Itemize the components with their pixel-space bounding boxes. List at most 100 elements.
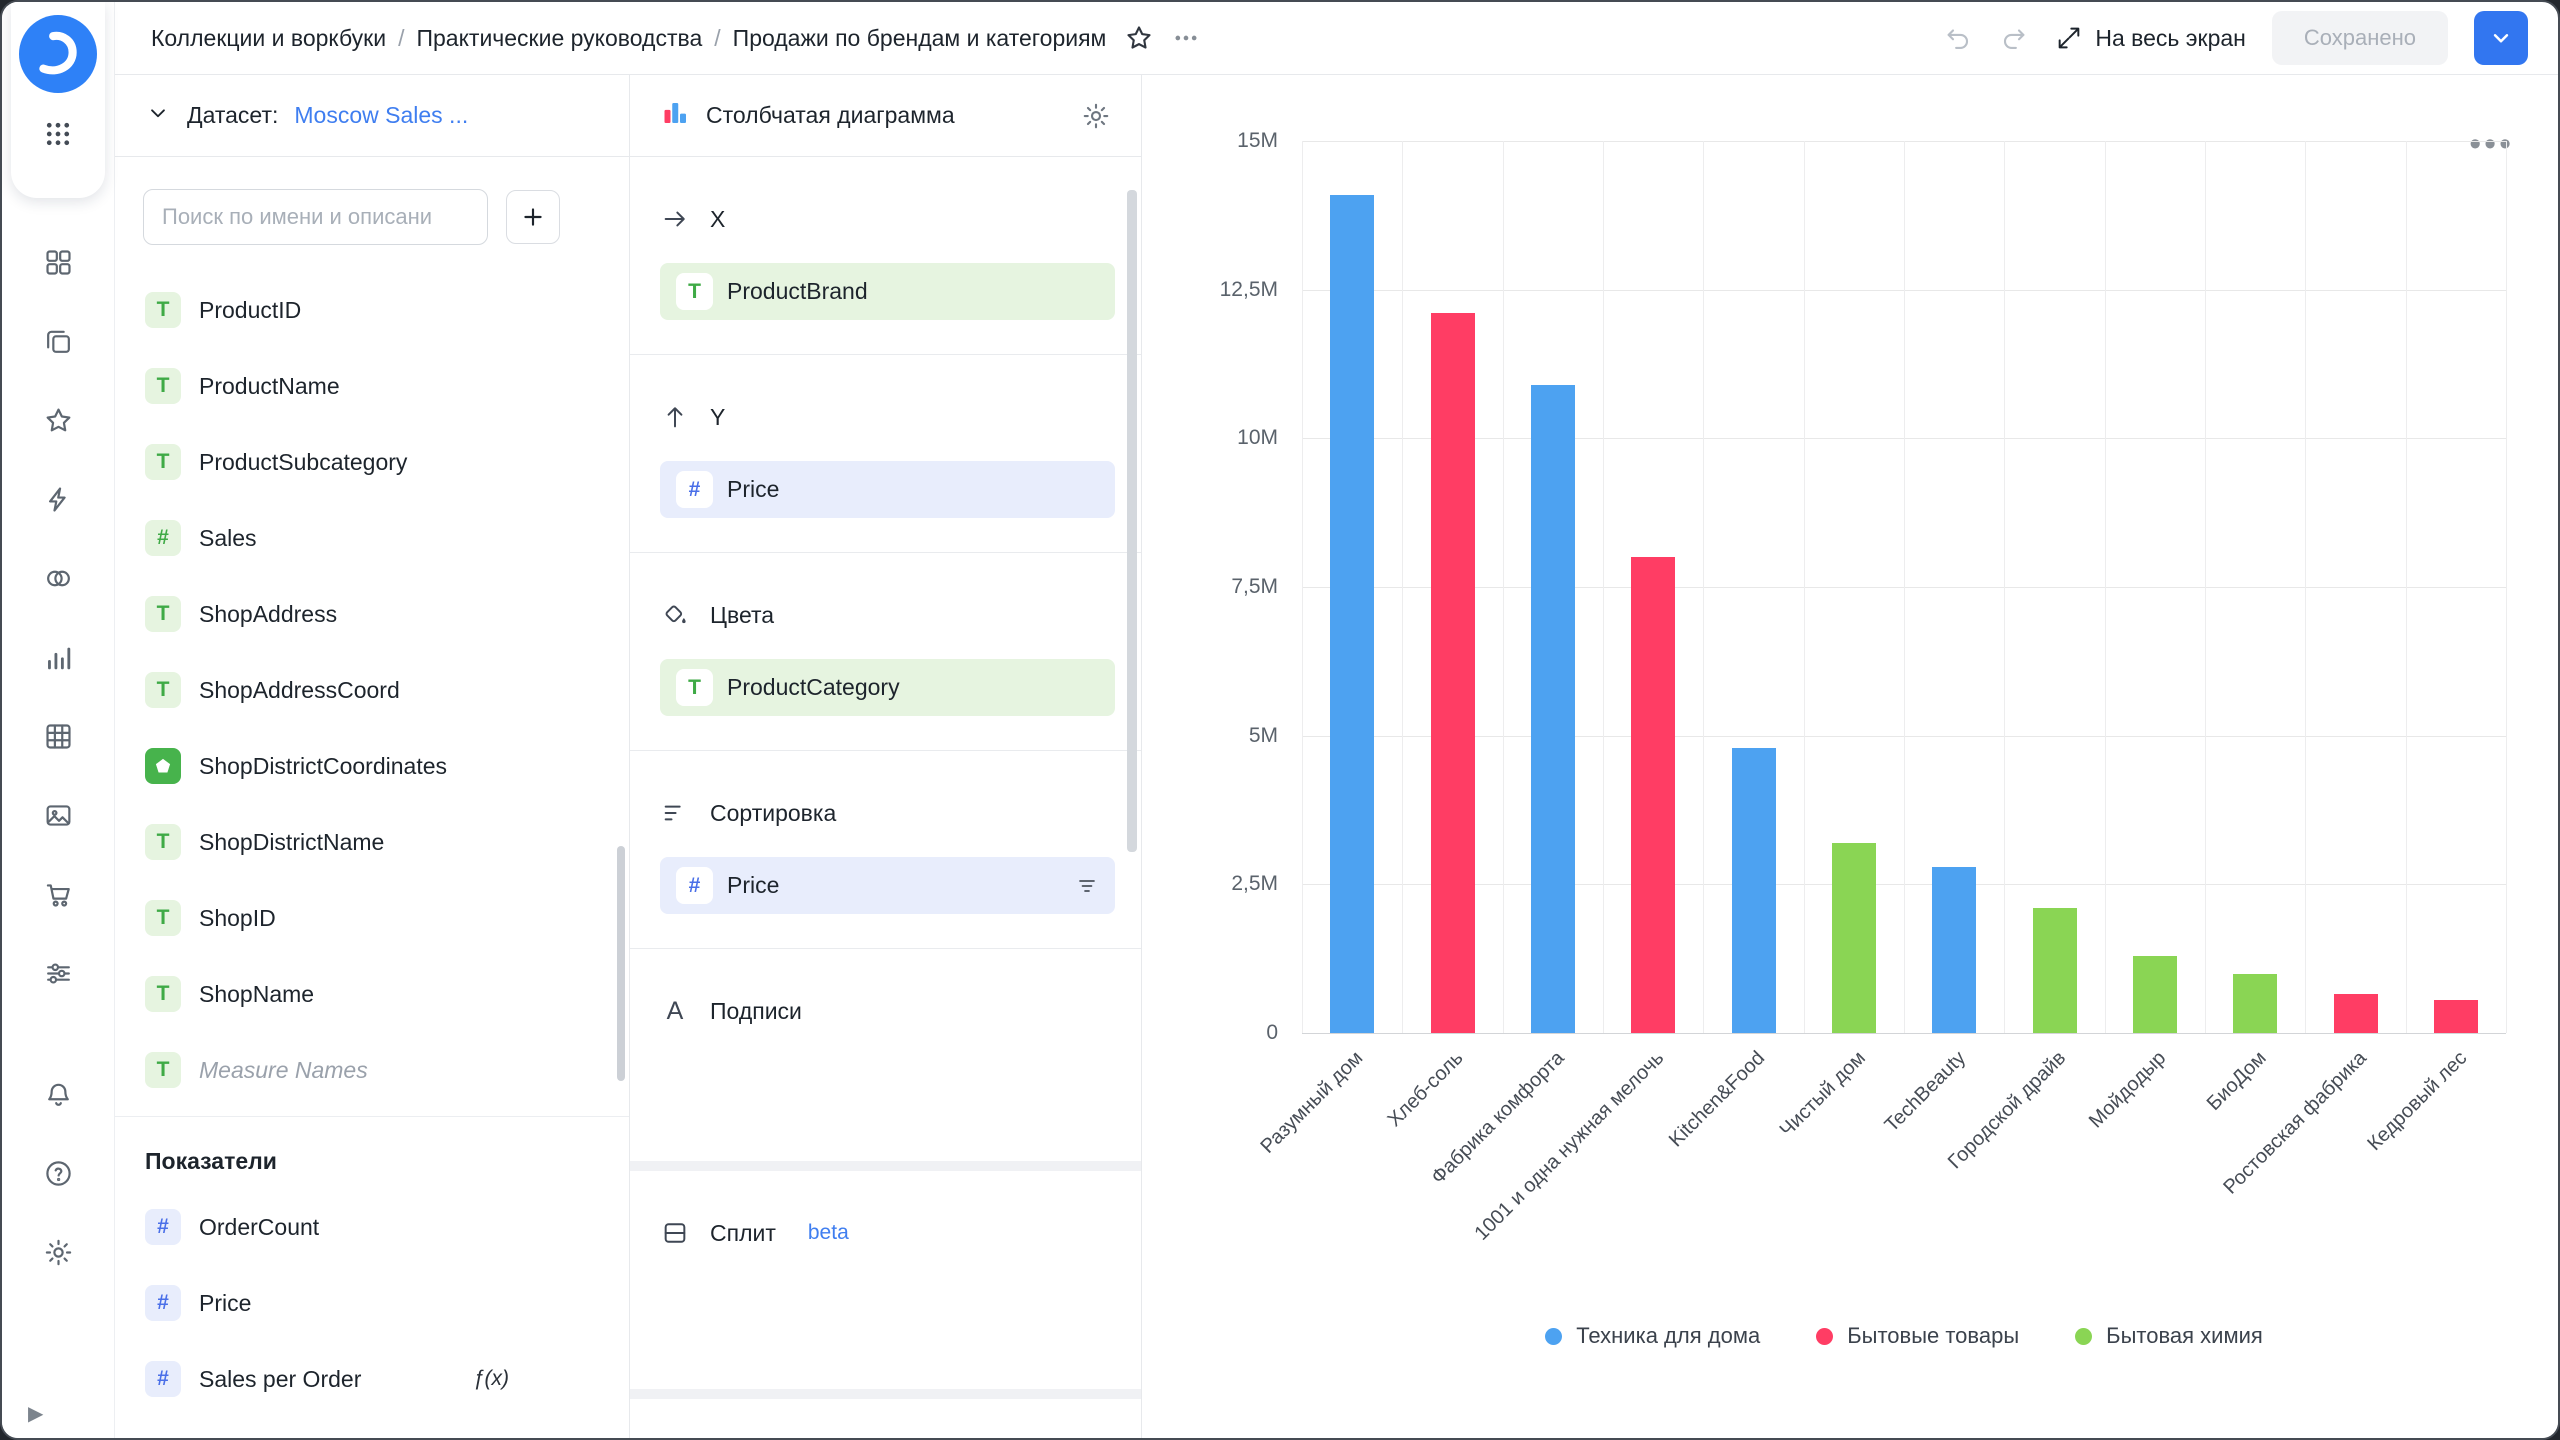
field-search-row bbox=[115, 157, 629, 245]
text-field-icon: T bbox=[145, 596, 181, 632]
legend-item[interactable]: Бытовые товары bbox=[1816, 1323, 2019, 1349]
bar[interactable] bbox=[1731, 747, 1776, 1033]
scrollbar-thumb[interactable] bbox=[1127, 190, 1137, 852]
legend-dot-icon bbox=[2075, 1327, 2093, 1345]
x-axis-category-label: TechBeauty bbox=[1880, 1047, 1970, 1137]
dimension-item[interactable]: T ProductID bbox=[115, 272, 629, 348]
fullscreen-label: На весь экран bbox=[2095, 24, 2246, 51]
y-field-name: Price bbox=[727, 476, 780, 502]
x-field-chip[interactable]: T ProductBrand bbox=[660, 263, 1115, 320]
datasets-table-icon[interactable] bbox=[2, 697, 114, 776]
help-icon[interactable] bbox=[2, 1134, 114, 1213]
dimension-item[interactable]: T ShopAddressCoord bbox=[115, 652, 629, 728]
bar[interactable] bbox=[1631, 557, 1676, 1033]
workbooks-icon[interactable] bbox=[2, 302, 114, 381]
redo-icon[interactable] bbox=[1999, 23, 2029, 53]
dataset-name-link[interactable]: Moscow Sales ... bbox=[294, 102, 469, 128]
bar[interactable] bbox=[2132, 955, 2177, 1033]
settings-gear-icon[interactable] bbox=[2, 1213, 114, 1292]
chart-settings-gear-icon[interactable] bbox=[1081, 101, 1111, 131]
breadcrumb-item-current[interactable]: Продажи по брендам и категориям bbox=[732, 24, 1107, 51]
dimension-item[interactable]: T Measure Names bbox=[115, 1032, 629, 1108]
bar[interactable] bbox=[1330, 194, 1375, 1033]
field-name: Measure Names bbox=[199, 1056, 368, 1083]
breadcrumb: Коллекции и воркбуки / Практические руко… bbox=[151, 25, 1106, 52]
sort-field-chip[interactable]: # Price bbox=[660, 857, 1115, 914]
dimension-item[interactable]: T ShopName bbox=[115, 956, 629, 1032]
dimension-item[interactable]: T ProductSubcategory bbox=[115, 424, 629, 500]
measure-item[interactable]: # Sales per Order ƒ(x) bbox=[115, 1341, 629, 1417]
colors-field-name: ProductCategory bbox=[727, 674, 900, 700]
bar[interactable] bbox=[1932, 866, 1977, 1033]
breadcrumb-item-collections[interactable]: Коллекции и воркбуки bbox=[151, 24, 387, 51]
y-field-chip[interactable]: # Price bbox=[660, 461, 1115, 518]
collapse-panel-icon[interactable]: ▶ bbox=[28, 1403, 44, 1425]
bar[interactable] bbox=[2333, 994, 2378, 1033]
notifications-bell-icon[interactable] bbox=[2, 1055, 114, 1134]
column-chart-type-icon[interactable] bbox=[660, 98, 690, 133]
dimension-item[interactable]: ShopDistrictCoordinates bbox=[115, 728, 629, 804]
search-input[interactable] bbox=[143, 189, 488, 245]
favorites-star-icon[interactable] bbox=[2, 381, 114, 460]
measure-item[interactable]: # Price bbox=[115, 1265, 629, 1341]
bar[interactable] bbox=[2032, 908, 2077, 1033]
field-name: ShopDistrictName bbox=[199, 828, 385, 855]
field-name: Sales bbox=[199, 524, 257, 551]
dimension-item[interactable]: T ShopAddress bbox=[115, 576, 629, 652]
chevron-down-icon[interactable] bbox=[145, 100, 171, 131]
bar[interactable] bbox=[2233, 973, 2278, 1033]
scrollbar-thumb[interactable] bbox=[617, 846, 625, 1081]
datalens-logo-icon[interactable] bbox=[19, 15, 97, 93]
gallery-icon[interactable] bbox=[2, 776, 114, 855]
colors-field-chip[interactable]: T ProductCategory bbox=[660, 659, 1115, 716]
section-divider bbox=[630, 948, 1141, 949]
bar[interactable] bbox=[2433, 1000, 2478, 1033]
sort-icon bbox=[660, 799, 690, 827]
text-field-icon: T bbox=[145, 1052, 181, 1088]
dimension-item[interactable]: T ProductName bbox=[115, 348, 629, 424]
bar[interactable] bbox=[1831, 842, 1876, 1033]
marketplace-cart-icon[interactable] bbox=[2, 855, 114, 934]
text-field-icon: T bbox=[145, 292, 181, 328]
favorite-star-icon[interactable] bbox=[1124, 23, 1154, 53]
connections-icon[interactable] bbox=[2, 539, 114, 618]
services-sliders-icon[interactable] bbox=[2, 934, 114, 1013]
x-axis-category-label: Чистый дом bbox=[1775, 1047, 1870, 1142]
v-gridline bbox=[2405, 141, 2407, 1033]
dashboards-icon[interactable] bbox=[2, 223, 114, 302]
dimension-item[interactable]: # Sales bbox=[115, 500, 629, 576]
dimension-item[interactable]: T ShopDistrictName bbox=[115, 804, 629, 880]
legend-dot-icon bbox=[1816, 1327, 1834, 1345]
v-gridline bbox=[1803, 141, 1805, 1033]
fullscreen-button[interactable]: На весь экран bbox=[2055, 24, 2246, 52]
legend-item[interactable]: Бытовая химия bbox=[2075, 1323, 2263, 1349]
field-name: Sales per Order bbox=[199, 1365, 362, 1392]
y-axis-tick-label: 10M bbox=[1237, 426, 1278, 450]
apps-grid-icon[interactable] bbox=[43, 119, 73, 154]
editor-lightning-icon[interactable] bbox=[2, 460, 114, 539]
section-divider-thick bbox=[630, 1161, 1141, 1171]
saved-button[interactable]: Сохранено bbox=[2271, 11, 2448, 65]
undo-icon[interactable] bbox=[1943, 23, 1973, 53]
sort-order-icon[interactable] bbox=[1075, 874, 1099, 898]
legend-label: Бытовая химия bbox=[2106, 1323, 2263, 1348]
sort-section: Сортировка # Price bbox=[630, 751, 1141, 948]
v-gridline bbox=[1603, 141, 1604, 1033]
legend-item[interactable]: Техника для дома bbox=[1545, 1323, 1760, 1349]
save-dropdown-button[interactable] bbox=[2474, 11, 2528, 65]
text-field-icon: T bbox=[676, 273, 713, 310]
add-field-button[interactable] bbox=[506, 190, 560, 244]
dimension-item[interactable]: T ShopID bbox=[115, 880, 629, 956]
plot-area: 0 2,5M 5M 7,5M 10M 12,5M 15M bbox=[1220, 129, 2507, 1044]
chart-type-label[interactable]: Столбчатая диаграмма bbox=[706, 102, 955, 128]
measure-item[interactable]: # OrderCount bbox=[115, 1189, 629, 1265]
field-name: ShopID bbox=[199, 904, 276, 931]
breadcrumb-item-guides[interactable]: Практические руководства bbox=[416, 24, 703, 51]
labels-section-label: Подписи bbox=[710, 997, 802, 1024]
more-menu-icon[interactable] bbox=[1172, 24, 1200, 52]
bar[interactable] bbox=[1430, 313, 1475, 1033]
chart-more-menu-icon[interactable]: ••• bbox=[2469, 125, 2514, 163]
bar[interactable] bbox=[1530, 384, 1575, 1033]
charts-icon[interactable] bbox=[2, 618, 114, 697]
field-name: ProductName bbox=[199, 372, 340, 399]
